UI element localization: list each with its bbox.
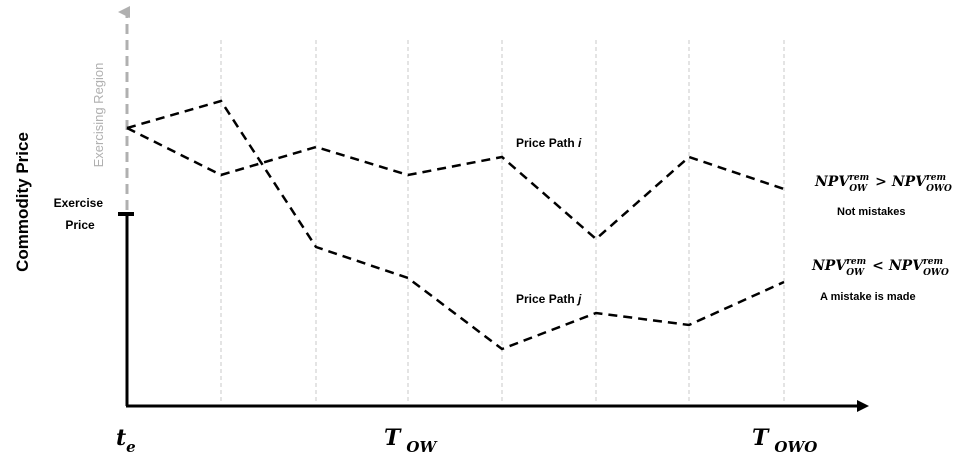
x-label-t-owo: T OWO	[752, 425, 817, 456]
price-path-i-label: Price Path i	[516, 136, 582, 150]
condition-j-formula: NPVrem OW < NPVrem OWO	[811, 257, 949, 278]
exercising-region-label: Exercising Region	[91, 63, 106, 168]
price-path-j-label: Price Path j	[516, 292, 582, 306]
exercise-price-label: Exercise Price	[54, 196, 107, 232]
price-path-j	[126, 99, 785, 351]
x-label-t-e: te	[116, 425, 136, 456]
condition-i-formula: NPVrem OW > NPVrem OWO	[814, 173, 952, 194]
x-label-t-ow: T OW	[384, 425, 438, 456]
condition-j: NPVrem OW < NPVrem OWO A mistake is made	[811, 257, 949, 303]
condition-j-caption: A mistake is made	[820, 291, 916, 303]
time-gridlines	[220, 40, 785, 404]
price-path-i	[126, 126, 785, 241]
condition-i: NPVrem OW > NPVrem OWO Not mistakes	[814, 173, 952, 218]
condition-i-caption: Not mistakes	[837, 206, 905, 218]
y-axis-label: Commodity Price	[13, 132, 32, 272]
